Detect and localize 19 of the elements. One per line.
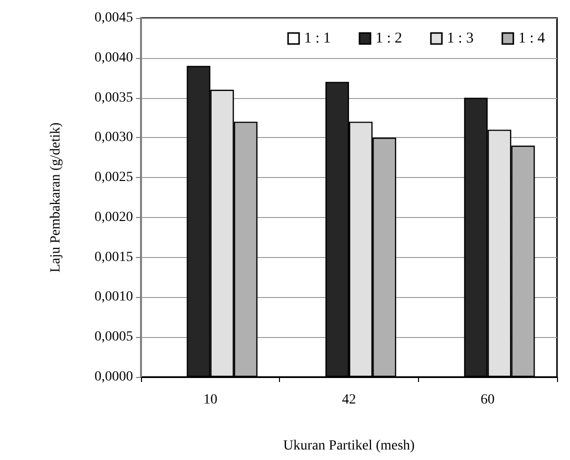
y-tick-label: 0,0040 bbox=[94, 50, 133, 66]
y-tick-label: 0,0015 bbox=[94, 250, 133, 265]
x-tick-label: 42 bbox=[342, 392, 356, 408]
legend-label: 1 : 2 bbox=[376, 30, 402, 46]
y-tick-label: 0,0020 bbox=[94, 210, 133, 225]
y-tick-label: 0,0010 bbox=[94, 290, 133, 305]
y-tick-label: 0,0005 bbox=[94, 330, 133, 345]
legend-label: 1 : 4 bbox=[518, 30, 546, 46]
legend-label: 1 : 3 bbox=[446, 30, 474, 46]
y-axis-title: Laju Pembakaran (g/detik) bbox=[48, 122, 64, 273]
x-axis-title: Ukuran Partikel (mesh) bbox=[283, 438, 416, 454]
y-tick-label: 0,0045 bbox=[94, 10, 133, 26]
y-tick-label: 0,0035 bbox=[94, 90, 133, 106]
x-tick-label: 10 bbox=[203, 392, 218, 408]
y-tick-label: 0,0025 bbox=[94, 170, 133, 186]
x-tick-label: 60 bbox=[480, 392, 495, 408]
y-tick-label: 0,0030 bbox=[94, 130, 133, 146]
legend-label: 1 : 1 bbox=[304, 30, 331, 46]
y-tick-label: 0,0000 bbox=[94, 370, 133, 384]
